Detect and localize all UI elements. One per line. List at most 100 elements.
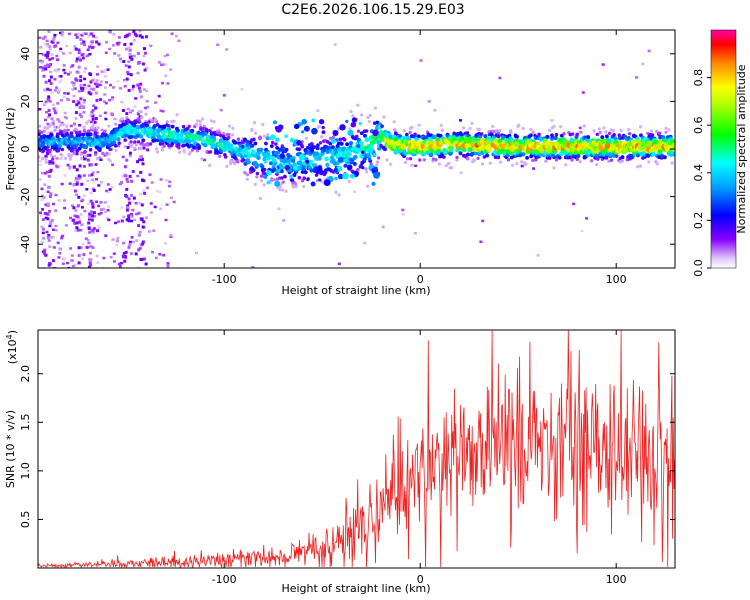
spectrogram-ridge-mark bbox=[352, 161, 357, 166]
spectrogram-noise-mark bbox=[80, 89, 84, 92]
spectrogram-blob-mark bbox=[335, 138, 339, 142]
spectrogram-ridge-mark bbox=[557, 155, 562, 160]
spectrogram-streak-mark bbox=[91, 46, 95, 49]
spectrogram-streak-mark bbox=[128, 174, 132, 178]
spectrogram-blob-mark bbox=[372, 152, 377, 157]
spectrogram-noise-mark bbox=[54, 224, 58, 228]
spectrogram-noise-mark bbox=[103, 75, 107, 78]
spectrogram-streak-mark bbox=[74, 111, 78, 115]
spectrogram-blob-mark bbox=[306, 177, 310, 182]
spectrogram-ridge-mark bbox=[85, 121, 89, 125]
spectrogram-ridge-mark bbox=[553, 135, 558, 141]
spectrogram-ridge-mark bbox=[253, 131, 258, 135]
spectrogram-streak-mark bbox=[51, 161, 55, 165]
spectrogram-streak-mark bbox=[92, 189, 96, 192]
spectrogram-ridge-mark bbox=[123, 145, 127, 149]
spectrogram-blob-mark bbox=[305, 159, 310, 164]
spectrogram-ridge-mark bbox=[359, 131, 364, 136]
spectrogram-noise-mark bbox=[60, 236, 64, 240]
spectrogram-noise-mark bbox=[103, 93, 107, 96]
spectrogram-ridge-mark bbox=[657, 149, 663, 155]
spectrogram-ridge-mark bbox=[50, 123, 54, 127]
spectrogram-noise-mark bbox=[102, 207, 105, 211]
spectrogram-ridge-mark bbox=[341, 146, 346, 151]
spectrogram-noise-mark bbox=[116, 80, 120, 83]
spectrogram-ridge-mark bbox=[343, 163, 348, 168]
spectrogram-noise-mark bbox=[117, 36, 121, 39]
spectrogram-ridge-mark bbox=[236, 160, 240, 164]
spectrogram-streak-mark bbox=[75, 215, 79, 219]
spectrogram-noise-mark bbox=[78, 56, 81, 59]
spectrogram-noise-mark bbox=[99, 208, 103, 211]
spectrogram-ridge-mark bbox=[162, 125, 167, 130]
spectrogram-ridge-mark bbox=[655, 130, 659, 134]
spectrogram-streak-mark bbox=[138, 158, 142, 161]
spectrogram-ridge-mark bbox=[274, 142, 278, 146]
spectrogram-ridge-mark bbox=[312, 167, 317, 172]
spectrogram-ridge-mark bbox=[187, 139, 192, 144]
spectrogram-streak-mark bbox=[90, 218, 94, 222]
spectrogram-noise-mark bbox=[63, 92, 67, 95]
spectrogram-noise-mark bbox=[119, 60, 123, 64]
x-tick-label: -100 bbox=[212, 573, 237, 586]
spectrogram-blob-mark bbox=[275, 168, 281, 174]
spectrogram-noise-mark bbox=[72, 82, 76, 85]
spectrogram-noise-mark bbox=[104, 234, 108, 238]
spectrogram-ridge-mark bbox=[162, 144, 166, 148]
spectrogram-noise-mark bbox=[40, 240, 44, 244]
spectrogram-blob-mark bbox=[275, 137, 280, 142]
spectrogram-noise-mark bbox=[97, 212, 101, 216]
spectrogram-noise-mark bbox=[95, 254, 99, 258]
spectrogram-noise-mark bbox=[73, 214, 77, 217]
spectrogram-streak-mark bbox=[49, 81, 53, 85]
spectrogram-noise-mark bbox=[64, 116, 68, 120]
spectrogram-noise-mark bbox=[94, 151, 98, 154]
spectrogram-noise-mark bbox=[44, 216, 48, 220]
spectrogram-ridge-mark bbox=[316, 143, 320, 148]
spectrogram-streak-mark bbox=[88, 261, 92, 265]
spectrogram-streak-mark bbox=[44, 80, 48, 84]
spectrogram-ridge-mark bbox=[548, 128, 552, 133]
spectrogram-noise-mark bbox=[116, 236, 120, 240]
spectrogram-ridge-mark bbox=[200, 157, 204, 161]
spectrogram-ridge-mark bbox=[315, 179, 319, 183]
spectrogram-noise-mark bbox=[55, 165, 59, 168]
spectrogram-noise-mark bbox=[130, 212, 133, 216]
spectrogram-noise-mark bbox=[38, 159, 42, 163]
snr-series-line bbox=[38, 330, 675, 568]
spectrogram-ridge-mark bbox=[334, 190, 338, 194]
spectrogram-ridge-mark bbox=[82, 150, 87, 154]
spectrogram-noise-mark bbox=[63, 111, 67, 115]
spectrogram-noise-mark bbox=[60, 121, 64, 125]
spectrogram-blob-mark bbox=[264, 160, 267, 164]
spectrogram-noise-mark bbox=[46, 190, 50, 193]
spectrogram-noise-mark bbox=[92, 231, 96, 234]
spectrogram-blob-mark bbox=[318, 178, 322, 182]
spectrogram-noise-mark bbox=[240, 88, 244, 91]
spectrogram-noise-mark bbox=[91, 78, 95, 82]
spectrogram-ridge-mark bbox=[488, 161, 492, 165]
spectrogram-streak-mark bbox=[77, 246, 81, 250]
spectrogram-noise-mark bbox=[128, 243, 132, 246]
spectrogram-ridge-mark bbox=[47, 124, 52, 128]
spectrogram-streak-mark bbox=[47, 174, 51, 178]
spectrogram-ridge-mark bbox=[227, 135, 231, 140]
spectrogram-streak-mark bbox=[94, 117, 98, 120]
spectrogram-ridge-mark bbox=[139, 134, 144, 139]
spectrogram-streak-mark bbox=[75, 221, 79, 225]
spectrogram-ridge-mark bbox=[223, 155, 228, 159]
spectrogram-ridge-mark bbox=[617, 133, 622, 137]
spectrogram-noise-mark bbox=[62, 95, 66, 98]
spectrogram-streak-mark bbox=[42, 236, 46, 240]
spectrogram-noise-mark bbox=[532, 167, 536, 170]
spectrogram-ridge-mark bbox=[254, 163, 260, 168]
spectrogram-ridge-mark bbox=[201, 117, 205, 121]
multiplier-base: (x10 bbox=[6, 339, 19, 364]
spectrogram-noise-mark bbox=[52, 202, 55, 206]
spectrogram-streak-mark bbox=[77, 51, 81, 55]
spectrogram-noise-mark bbox=[103, 201, 107, 204]
spectrogram-ridge-mark bbox=[366, 115, 370, 120]
spectrogram-noise-mark bbox=[550, 119, 554, 122]
spectrogram-noise-mark bbox=[42, 103, 46, 106]
spectrogram-y-ticks: -40 -20 0 20 40 bbox=[19, 47, 675, 253]
